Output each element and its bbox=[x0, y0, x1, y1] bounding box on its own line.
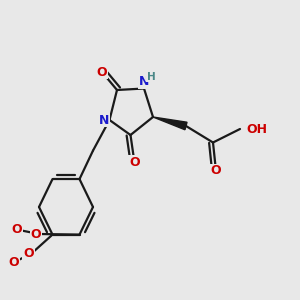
Text: O: O bbox=[31, 227, 41, 241]
Text: O: O bbox=[97, 65, 107, 79]
Polygon shape bbox=[153, 117, 187, 130]
Text: O: O bbox=[11, 223, 22, 236]
Text: OH: OH bbox=[246, 122, 267, 136]
Text: N: N bbox=[99, 113, 109, 127]
Text: O: O bbox=[23, 247, 34, 260]
Text: O: O bbox=[8, 256, 19, 269]
Text: O: O bbox=[129, 155, 140, 169]
Text: H: H bbox=[147, 71, 156, 82]
Text: O: O bbox=[211, 164, 221, 178]
Text: N: N bbox=[139, 75, 149, 88]
